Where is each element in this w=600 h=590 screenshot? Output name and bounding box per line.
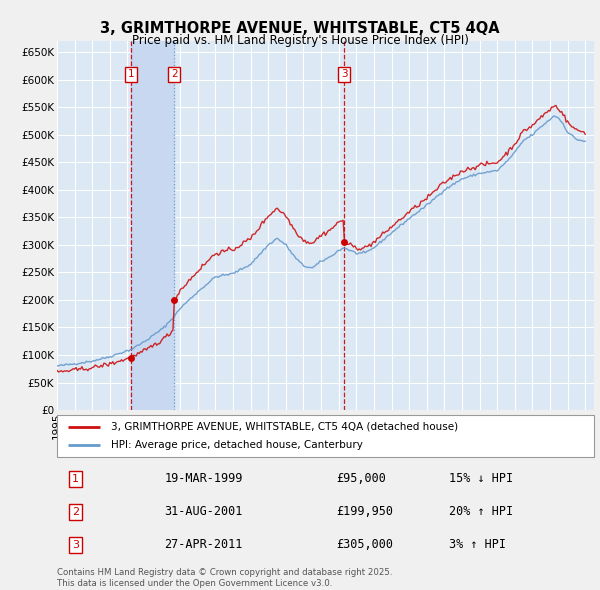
Text: 19-MAR-1999: 19-MAR-1999 bbox=[164, 472, 243, 486]
Text: 3% ↑ HPI: 3% ↑ HPI bbox=[449, 538, 506, 552]
Text: 1: 1 bbox=[72, 474, 79, 484]
Text: £95,000: £95,000 bbox=[336, 472, 386, 486]
Text: 3: 3 bbox=[341, 70, 347, 80]
Text: HPI: Average price, detached house, Canterbury: HPI: Average price, detached house, Cant… bbox=[111, 440, 362, 450]
Bar bbox=[131, 41, 174, 410]
Text: 15% ↓ HPI: 15% ↓ HPI bbox=[449, 472, 513, 486]
Text: 3: 3 bbox=[72, 540, 79, 550]
Text: 2: 2 bbox=[171, 70, 178, 80]
Text: 3, GRIMTHORPE AVENUE, WHITSTABLE, CT5 4QA: 3, GRIMTHORPE AVENUE, WHITSTABLE, CT5 4Q… bbox=[100, 21, 500, 35]
Text: £305,000: £305,000 bbox=[336, 538, 393, 552]
FancyBboxPatch shape bbox=[57, 415, 594, 457]
Text: 31-AUG-2001: 31-AUG-2001 bbox=[164, 505, 243, 519]
Text: 3, GRIMTHORPE AVENUE, WHITSTABLE, CT5 4QA (detached house): 3, GRIMTHORPE AVENUE, WHITSTABLE, CT5 4Q… bbox=[111, 422, 458, 432]
Text: £199,950: £199,950 bbox=[336, 505, 393, 519]
Text: 27-APR-2011: 27-APR-2011 bbox=[164, 538, 243, 552]
Text: Contains HM Land Registry data © Crown copyright and database right 2025.
This d: Contains HM Land Registry data © Crown c… bbox=[57, 568, 392, 588]
Text: 2: 2 bbox=[72, 507, 79, 517]
Text: 1: 1 bbox=[128, 70, 134, 80]
Text: 20% ↑ HPI: 20% ↑ HPI bbox=[449, 505, 513, 519]
Text: Price paid vs. HM Land Registry's House Price Index (HPI): Price paid vs. HM Land Registry's House … bbox=[131, 34, 469, 47]
